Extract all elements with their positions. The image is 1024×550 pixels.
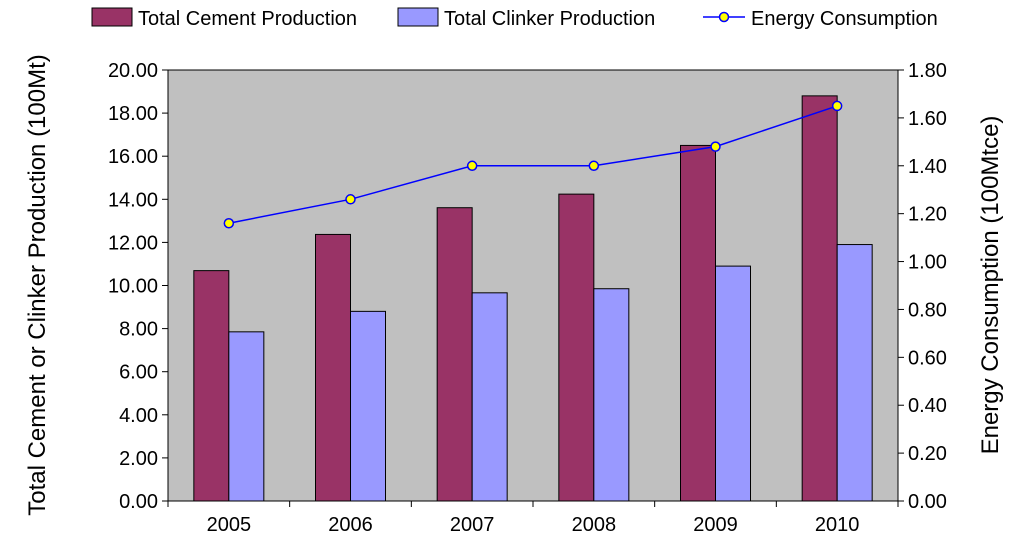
y-right-tick-label: 0.40 — [908, 395, 947, 417]
x-tick-label: 2010 — [815, 514, 860, 536]
y-axis-right-title: Energy Consumption (100Mtce) — [977, 116, 1004, 455]
y-axis-left-title: Total Cement or Clinker Production (100M… — [24, 54, 51, 516]
legend-label-clinker: Total Clinker Production — [444, 8, 655, 30]
y-left-tick-label: 10.00 — [108, 276, 158, 298]
line-layer — [223, 100, 843, 229]
y-left-tick-label: 2.00 — [119, 448, 158, 470]
y-left-tick-label: 18.00 — [108, 103, 158, 125]
bar-cement-2010 — [801, 95, 838, 502]
x-tick-label: 2008 — [572, 514, 617, 536]
bar-clinker-2005 — [228, 331, 265, 502]
plot-area — [167, 69, 899, 502]
legend-swatch-cement — [91, 7, 133, 27]
energy-point-2006 — [345, 194, 356, 205]
y-left-tick-label: 8.00 — [119, 319, 158, 341]
y-left-tick-label: 14.00 — [108, 189, 158, 211]
bar-cement-2005 — [193, 270, 230, 502]
bars-group — [193, 95, 873, 502]
energy-point-2005 — [223, 217, 235, 229]
bar-cement-2006 — [315, 233, 351, 502]
bar-clinker-2006 — [350, 310, 386, 502]
legend-marker-energy — [718, 11, 730, 23]
y-right-tick-label: 0.20 — [908, 443, 947, 465]
bar-cement-2007 — [436, 207, 473, 502]
bar-clinker-2010 — [836, 244, 873, 502]
energy-point-2009 — [710, 141, 721, 152]
legend-swatch-clinker — [397, 7, 439, 27]
bar-cement-2009 — [680, 144, 716, 502]
bar-clinker-2009 — [715, 265, 751, 502]
energy-point-2008 — [588, 160, 600, 172]
y-right-tick-label: 1.20 — [908, 204, 947, 226]
y-right-tick-label: 0.00 — [908, 491, 947, 513]
energy-consumption-line — [228, 105, 838, 224]
bar-clinker-2007 — [471, 292, 508, 502]
y-left-tick-label: 4.00 — [119, 405, 158, 427]
x-tick-label: 2005 — [207, 514, 252, 536]
x-tick-label: 2009 — [693, 514, 738, 536]
y-right-tick-label: 0.80 — [908, 299, 947, 321]
x-tick-label: 2006 — [328, 514, 373, 536]
y-left-tick-label: 20.00 — [108, 60, 158, 82]
legend-label-energy: Energy Consumption — [751, 8, 938, 30]
y-right-tick-label: 1.80 — [908, 60, 947, 82]
y-left-tick-label: 16.00 — [108, 146, 158, 168]
y-right-tick-label: 1.00 — [908, 252, 947, 274]
axes-group: 0.00 2.00 4.00 6.00 8.00 10.00 12.00 14.00 16.00… — [108, 60, 947, 536]
y-right-tick-label: 1.40 — [908, 156, 947, 178]
y-right-tick-label: 0.60 — [908, 347, 947, 369]
x-tick-label: 2007 — [450, 514, 495, 536]
y-left-tick-label: 12.00 — [108, 232, 158, 254]
y-left-tick-label: 0.00 — [119, 491, 158, 513]
bar-cement-2008 — [558, 193, 595, 502]
energy-point-2010 — [831, 100, 843, 112]
y-left-tick-label: 6.00 — [119, 362, 158, 384]
y-right-tick-label: 1.60 — [908, 108, 947, 130]
bar-clinker-2008 — [593, 288, 630, 502]
legend-label-cement: Total Cement Production — [138, 8, 357, 30]
energy-point-2007 — [466, 160, 478, 172]
legend: Total Cement Production Total Clinker Pr… — [91, 7, 938, 30]
